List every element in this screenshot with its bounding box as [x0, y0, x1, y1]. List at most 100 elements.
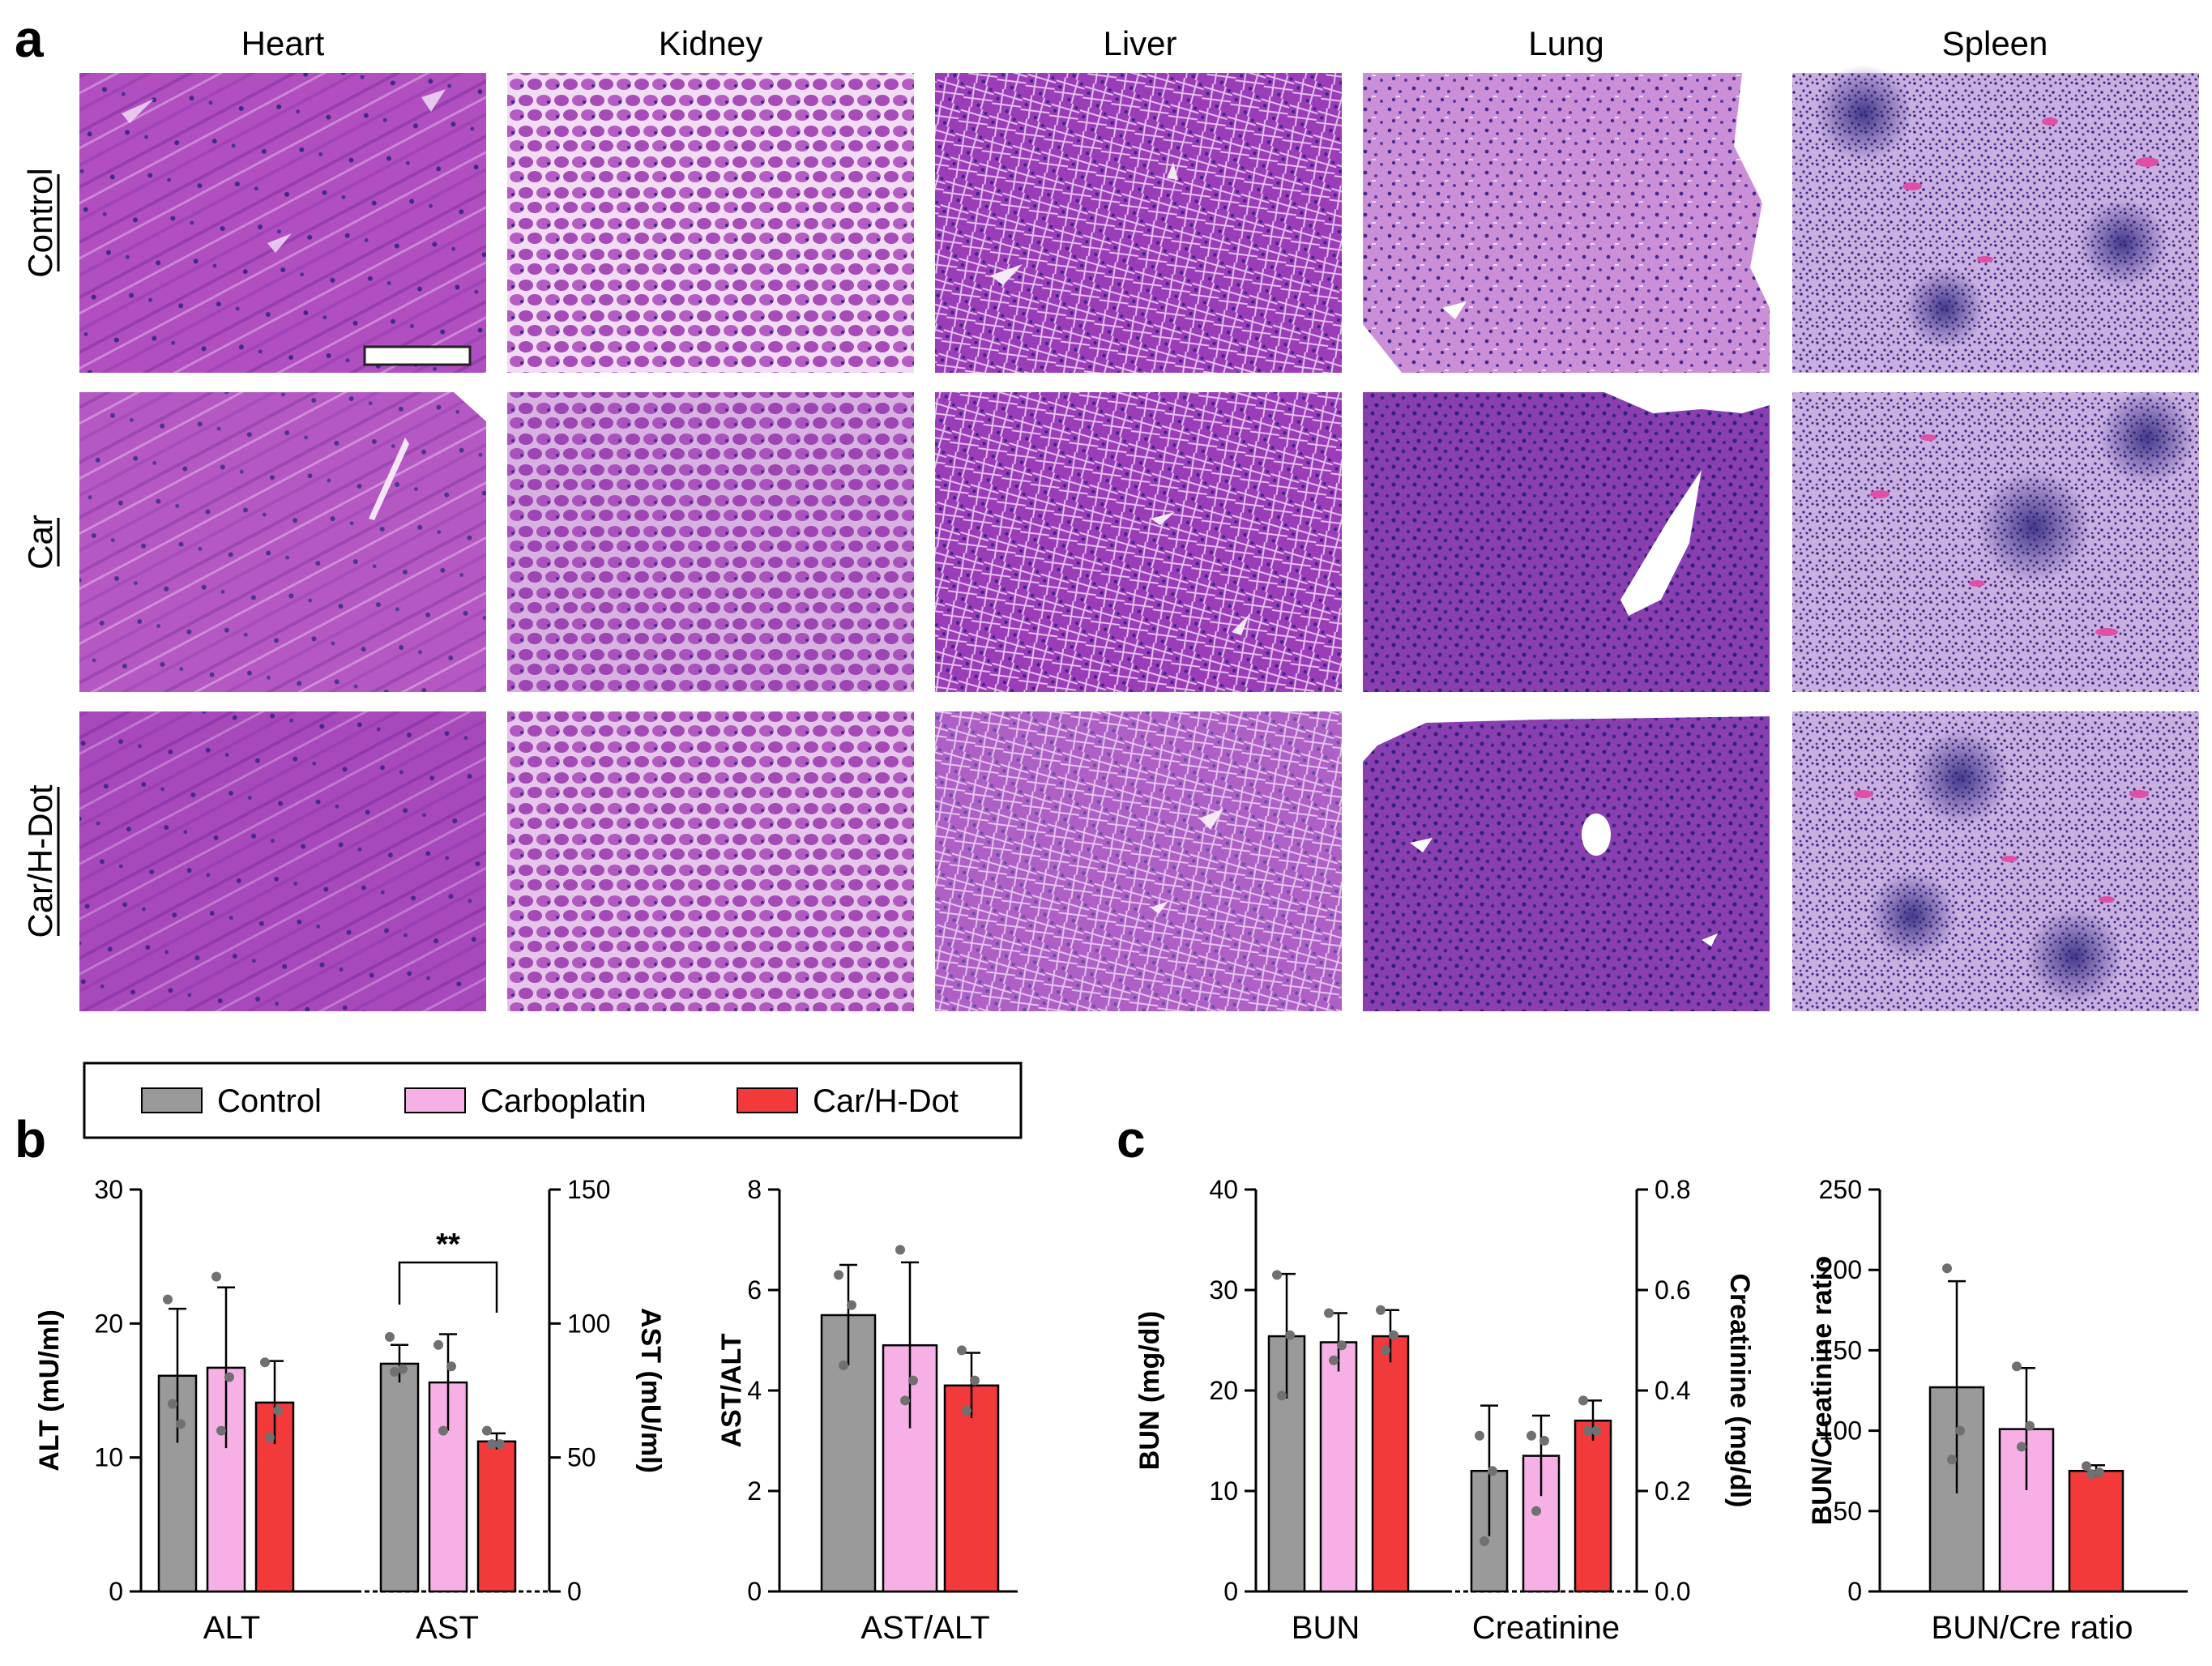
data-point — [895, 1245, 905, 1255]
panel-label-c: c — [1117, 1110, 1146, 1168]
y-tick-label-left: 10 — [1209, 1476, 1238, 1506]
chart-ast-alt-ratio: 0 2 4 6 8 AST/ALT AST/ALT — [716, 1175, 1018, 1646]
bar — [1371, 1335, 1410, 1593]
column-header-spleen: Spleen — [1942, 24, 2048, 62]
bar — [1319, 1341, 1358, 1593]
data-point — [1480, 1536, 1489, 1546]
y-tick-label-right: 0.4 — [1655, 1376, 1690, 1405]
row-label-control: Control — [21, 168, 60, 278]
data-point — [211, 1271, 221, 1282]
panel-label-a: a — [15, 10, 44, 68]
legend-swatch-car-h-dot — [737, 1087, 798, 1113]
data-point — [2012, 1361, 2022, 1372]
y-tick-label-left: 150 — [1819, 1335, 1862, 1365]
micrograph-control-spleen — [1792, 65, 2199, 373]
svg-text:Car: Car — [21, 515, 59, 570]
data-point — [216, 1425, 226, 1436]
y-tick-label-left: 30 — [1209, 1275, 1238, 1305]
data-point — [1488, 1466, 1497, 1476]
data-point — [1947, 1455, 1957, 1465]
chart-alt-ast: 0 10 20 30 0 50 100 150 AST (mU/ml) ALT (mU/ml) AL… — [34, 1175, 666, 1646]
legend-label-control: Control — [217, 1083, 322, 1119]
y-axis-right-label: AST (mU/ml) — [635, 1308, 666, 1473]
legend: Control Carboplatin Car/H-Dot — [83, 1062, 1023, 1139]
data-point — [1277, 1390, 1287, 1401]
x-category-label: Creatinine — [1472, 1610, 1620, 1646]
y-tick-label-right: 100 — [567, 1309, 610, 1338]
y-tick-label-left: 2 — [747, 1476, 762, 1506]
data-point — [446, 1361, 456, 1372]
data-point — [908, 1375, 918, 1386]
y-tick-label-right: 0.0 — [1655, 1577, 1690, 1606]
y-tick-label-left: 20 — [94, 1309, 123, 1338]
data-point — [1475, 1430, 1484, 1441]
y-tick-label-right: 0.2 — [1655, 1476, 1690, 1506]
column-header-liver: Liver — [1103, 24, 1176, 62]
data-point — [970, 1375, 980, 1386]
chart-bun-creatinine: 0 10 20 30 40 0.0 0.2 0.4 0.6 0.8 Creatinine (mg/d… — [1134, 1175, 1755, 1646]
bar — [379, 1362, 420, 1593]
panel-label-b: b — [15, 1110, 46, 1168]
micrograph-carhdot-kidney — [507, 711, 914, 1011]
data-point — [168, 1399, 177, 1409]
data-point — [1381, 1345, 1390, 1356]
x-category-label: AST/ALT — [860, 1610, 989, 1646]
x-category-label: BUN — [1292, 1610, 1360, 1646]
column-header-heart: Heart — [241, 24, 325, 62]
y-tick-label-left: 8 — [747, 1175, 762, 1204]
micrograph-car-spleen — [1792, 389, 2199, 692]
y-tick-label-right: 0.6 — [1655, 1275, 1690, 1305]
svg-text:Car/H-Dot: Car/H-Dot — [21, 784, 59, 938]
x-category-label: AST — [416, 1610, 479, 1646]
micrograph-control-heart — [79, 73, 486, 373]
micrograph-control-liver — [935, 73, 1342, 373]
data-point — [273, 1405, 283, 1416]
data-point — [176, 1419, 186, 1429]
micrograph-carhdot-heart — [79, 711, 486, 1011]
y-tick-label-left: 40 — [1209, 1175, 1238, 1204]
y-tick-label-left: 0 — [747, 1577, 762, 1606]
data-point — [495, 1439, 505, 1450]
legend-swatch-carboplatin — [404, 1087, 466, 1113]
data-point — [224, 1372, 234, 1382]
data-point — [390, 1366, 399, 1377]
y-tick-label-right: 50 — [567, 1443, 596, 1472]
data-point — [834, 1270, 843, 1280]
y-tick-label-left: 10 — [94, 1443, 123, 1472]
significance-bracket — [398, 1261, 498, 1313]
y-tick-label-left: 50 — [1833, 1497, 1862, 1526]
micrograph-carhdot-lung — [1363, 711, 1770, 1011]
y-axis-left-label: BUN/Creatinine ratio — [1807, 1256, 1838, 1526]
data-point — [1337, 1340, 1347, 1351]
micrograph-car-kidney — [507, 392, 914, 692]
micrograph-car-liver — [935, 392, 1342, 692]
data-point — [398, 1364, 408, 1374]
data-point — [2025, 1420, 2035, 1431]
y-tick-label-left: 6 — [747, 1275, 762, 1305]
column-header-lung: Lung — [1528, 24, 1603, 62]
data-point — [2017, 1442, 2026, 1452]
data-point — [1942, 1263, 1952, 1274]
row-label-car: Car — [21, 515, 60, 570]
y-tick-label-left: 0 — [1223, 1577, 1238, 1606]
x-category-label: ALT — [203, 1610, 260, 1646]
bar — [2068, 1469, 2124, 1593]
y-tick-label-left: 0 — [1847, 1577, 1862, 1606]
data-point — [163, 1294, 173, 1305]
x-category-label: BUN/Cre ratio — [1932, 1610, 2133, 1646]
data-point — [1955, 1425, 1965, 1436]
micrograph-car-lung — [1363, 392, 1770, 692]
micrograph-control-lung — [1363, 73, 1770, 373]
row-label-car-h-dot: Car/H-Dot — [21, 784, 60, 938]
data-point — [1376, 1305, 1386, 1315]
bar — [476, 1440, 517, 1593]
data-point — [839, 1361, 848, 1370]
data-point — [433, 1339, 443, 1350]
y-axis-left-label: ALT (mU/ml) — [34, 1309, 65, 1472]
legend-swatch-control — [141, 1087, 203, 1113]
data-point — [1389, 1330, 1399, 1340]
data-point — [957, 1345, 967, 1356]
y-axis-right-label: Creatinine (mg/dl) — [1724, 1273, 1755, 1507]
data-point — [1578, 1395, 1588, 1406]
y-tick-label-left: 100 — [1819, 1416, 1862, 1446]
